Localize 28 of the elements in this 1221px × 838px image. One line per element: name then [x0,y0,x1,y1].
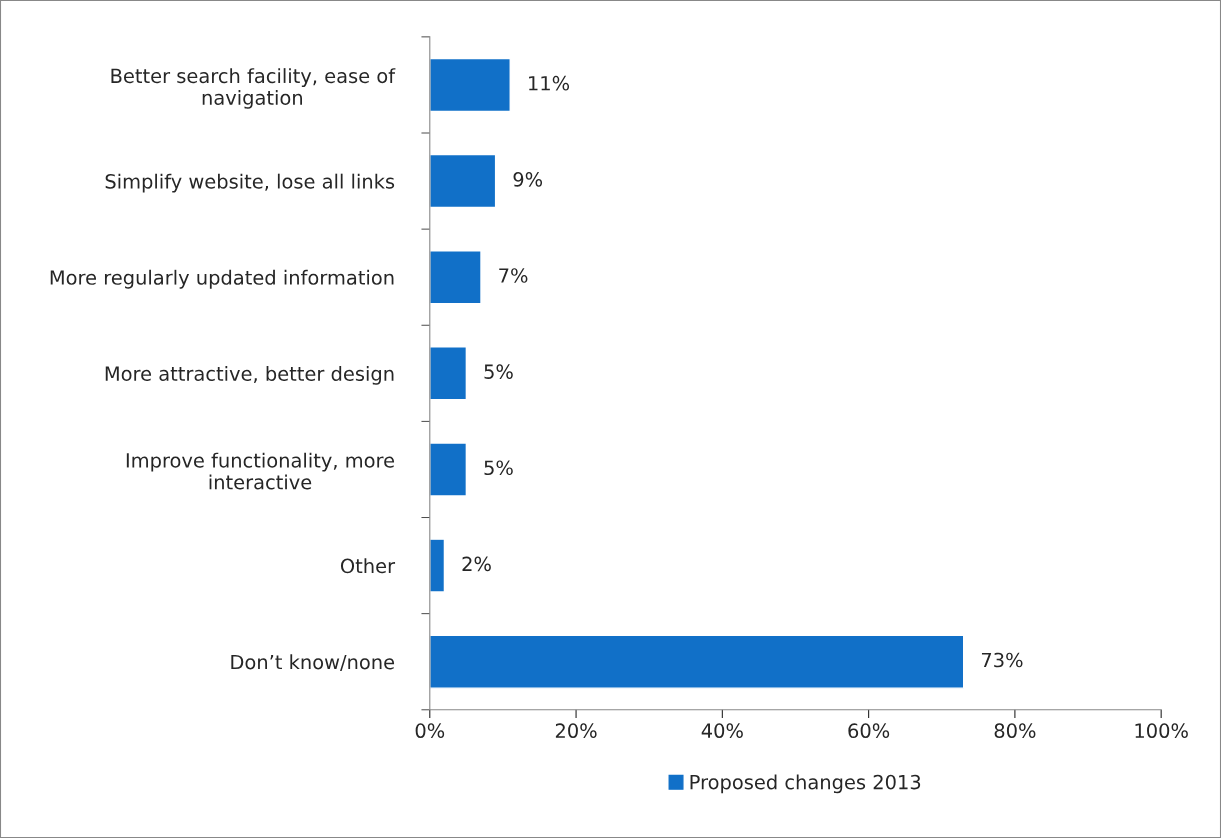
y-tick-label: Don’t know/none [231,654,395,671]
bar [429,442,468,497]
data-label: 5% [484,364,513,379]
x-tick-label: 100% [1135,723,1188,739]
bar [429,346,468,401]
legend-label: Proposed changes 2013 [690,774,921,794]
bar [429,250,482,305]
x-tick-label: 0% [415,723,445,739]
y-tick-label: Simplify website, lose all links [105,173,395,193]
bar [429,153,497,209]
x-tick-label: 80% [994,723,1036,739]
data-label: 73% [981,652,1023,668]
x-tick-label: 40% [701,723,743,739]
bar [429,634,965,689]
data-label: 7% [499,268,528,283]
bar [429,57,511,113]
y-tick-label: More attractive, better design [105,365,394,385]
data-label: 9% [513,172,543,187]
bar [429,538,446,593]
y-tick-label: Better search facility, ease of navigation [111,68,396,109]
y-tick-label: Improve functionality, more interactive [126,452,395,490]
y-tick-label: Other [340,558,396,574]
data-label: 11% [529,75,570,91]
x-tick-label: 60% [848,723,890,739]
data-label: 2% [462,556,491,572]
x-tick-label: 20% [555,723,597,739]
data-label: 5% [484,460,513,476]
y-tick-label: More regularly updated information [50,269,394,289]
